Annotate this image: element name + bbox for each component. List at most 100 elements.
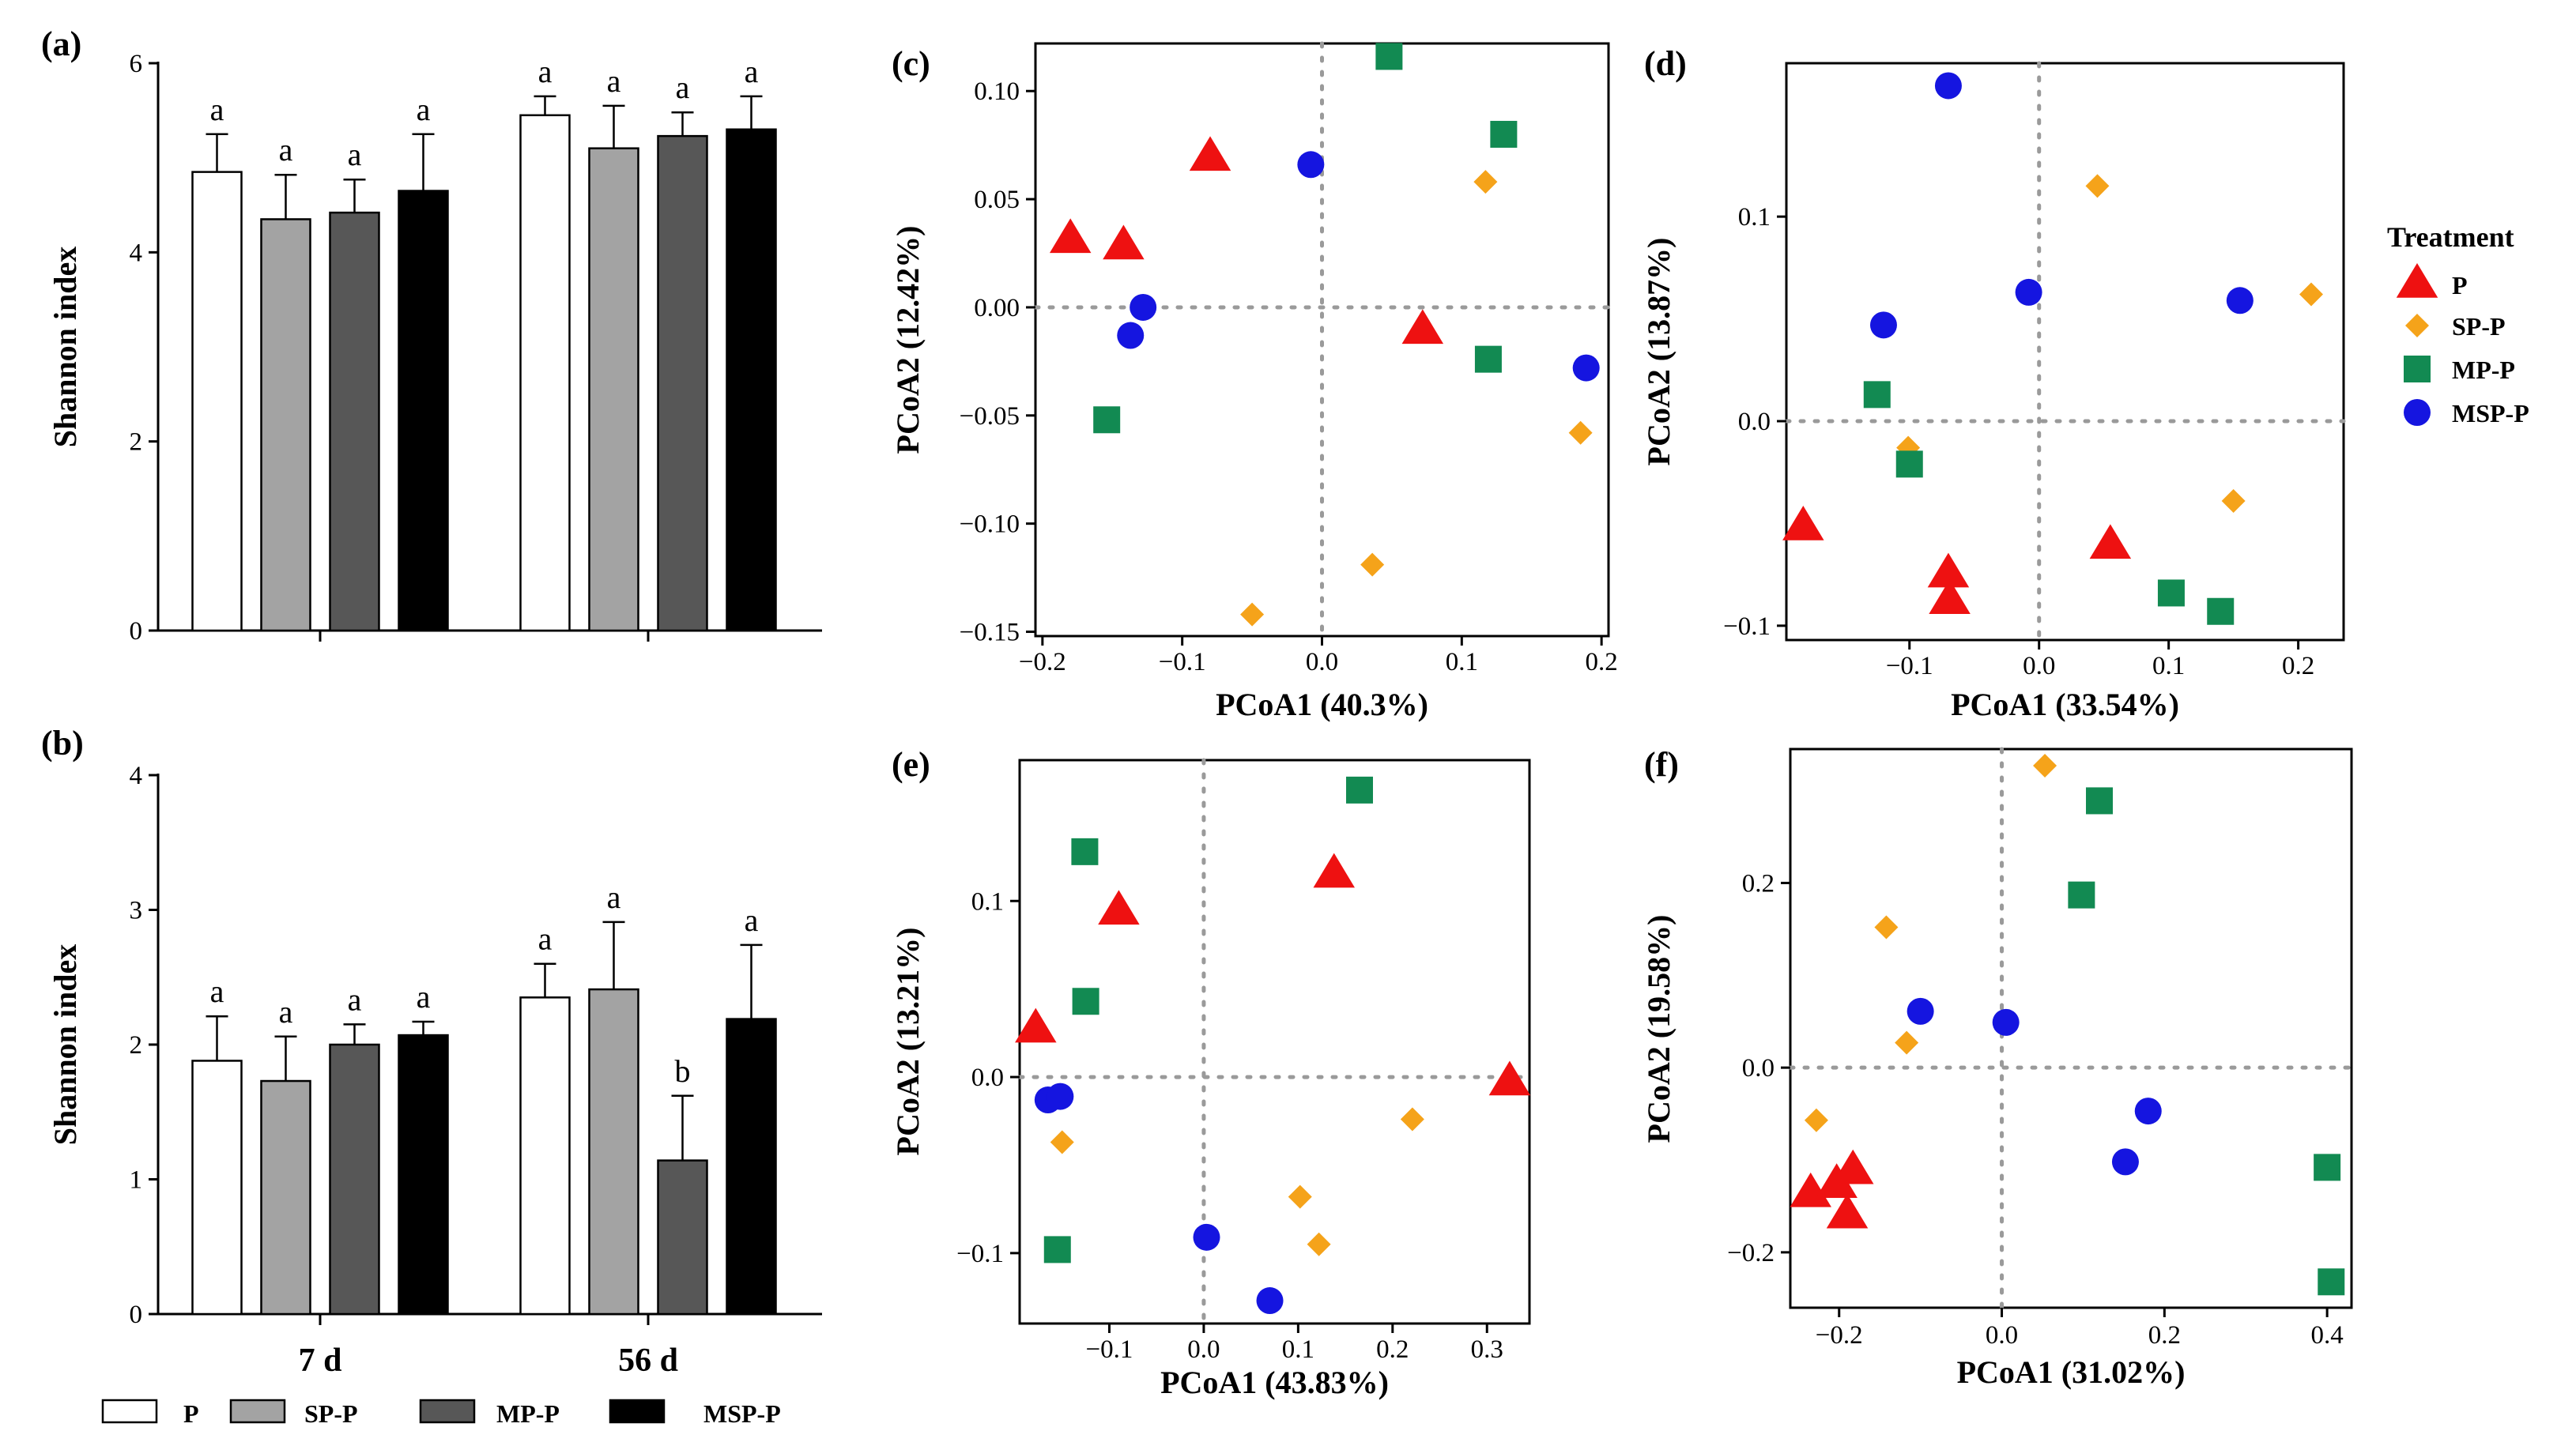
y-tick-label: 4 — [130, 762, 143, 790]
x-tick-label: 0.2 — [1586, 648, 1618, 676]
point-mp-p — [2314, 1154, 2341, 1181]
panel-c: (c) −0.2 −0.1 0.0 0.1 0.2 −0.15 −0.10 −0.05 0.00 0… — [890, 41, 1618, 722]
point-sp-p — [1360, 552, 1385, 577]
point-mp-p — [2207, 597, 2235, 625]
panel-f: (f) −0.2 0.0 0.2 0.4 −0.2 0.0 0.2 PCoA1 (31.02%)… — [1641, 745, 2354, 1390]
bar-p — [191, 171, 243, 632]
x-tick-label: −0.1 — [1886, 652, 1933, 680]
point-sp-p — [1568, 420, 1593, 445]
bar-mp-p — [329, 1043, 380, 1316]
point-p — [1103, 224, 1145, 260]
x-tick-label: 0.2 — [2148, 1321, 2181, 1350]
bar-mp-p — [657, 1159, 708, 1316]
significance-letter: a — [210, 973, 224, 1009]
point-msp-p — [1297, 151, 1325, 179]
bar-p — [519, 114, 571, 632]
bar-msp-p — [398, 190, 449, 632]
point-p — [1826, 1193, 1869, 1229]
significance-letter: a — [745, 54, 759, 89]
bar-sp-p — [588, 147, 639, 632]
bar-p — [519, 996, 571, 1316]
bar-p — [191, 1060, 243, 1316]
legend-swatch-sp-p — [229, 1399, 286, 1424]
y-tick-label: −0.15 — [960, 619, 1020, 647]
point-mp-p — [1490, 120, 1518, 148]
point-msp-p — [1992, 1008, 2020, 1036]
significance-letter: a — [210, 92, 224, 127]
x-tick-label: 0.1 — [1282, 1335, 1314, 1364]
x-axis-title: PCoA1 (33.54%) — [1951, 687, 2179, 722]
point-p — [1313, 853, 1355, 888]
bar-mp-p — [657, 134, 708, 632]
point-msp-p — [1117, 322, 1145, 349]
y-tick-label: 0 — [130, 1301, 143, 1329]
point-sp-p — [2299, 282, 2324, 307]
point-msp-p — [1047, 1083, 1074, 1110]
panel-b: (b) 0 1 2 3 4 7 d 56 d Shannon index a a a a a b a a — [41, 724, 822, 1379]
bar-msp-p — [726, 1018, 777, 1316]
point-msp-p — [1572, 354, 1600, 382]
y-tick-label: 0.00 — [974, 294, 1020, 322]
legend-label: P — [2452, 271, 2468, 299]
legend-label: SP-P — [304, 1399, 358, 1428]
point-msp-p — [1869, 311, 1897, 339]
y-tick-label: −0.1 — [956, 1240, 1004, 1268]
y-tick-label: −0.2 — [1727, 1239, 1775, 1267]
x-tick-label: 0.1 — [1446, 648, 1478, 676]
point-sp-p — [1240, 602, 1265, 627]
y-tick-label: 0.05 — [974, 186, 1020, 214]
point-sp-p — [2221, 488, 2246, 513]
panel-label-c: (c) — [892, 44, 930, 83]
significance-letter: a — [538, 921, 553, 957]
x-tick-label: 0.2 — [2282, 652, 2314, 680]
point-mp-p — [1863, 381, 1891, 409]
significance-letter: a — [348, 981, 362, 1017]
x-tick-label: 0.1 — [2152, 652, 2185, 680]
point-sp-p — [1874, 915, 1899, 940]
legend-label: P — [183, 1399, 199, 1428]
point-p — [1927, 552, 1970, 588]
plot-frame — [1789, 747, 2353, 1309]
point-p — [1831, 1149, 1874, 1184]
y-tick-label: 2 — [130, 428, 143, 457]
x-tick-label: 0.0 — [2023, 652, 2055, 680]
significance-letter: a — [607, 879, 621, 915]
point-mp-p — [2157, 579, 2185, 607]
point-p — [1929, 579, 1971, 614]
significance-letter: a — [279, 132, 293, 168]
x-tick-label: −0.2 — [1816, 1321, 1863, 1350]
plot-frame — [1785, 62, 2345, 642]
x-tick-label: 0.3 — [1471, 1335, 1503, 1364]
triangle-icon — [2396, 263, 2438, 298]
legend-label: MP-P — [2452, 356, 2515, 384]
significance-letter: a — [607, 63, 621, 99]
point-p — [2089, 524, 2132, 559]
point-p — [1401, 309, 1444, 345]
point-p — [1189, 136, 1231, 171]
y-tick-label: −0.10 — [960, 510, 1020, 539]
x-tick-label: 0.4 — [2311, 1321, 2344, 1350]
point-mp-p — [1043, 1236, 1071, 1263]
y-tick-label: 0.10 — [974, 77, 1020, 106]
panel-d: (d) −0.1 0.0 0.1 0.2 −0.1 0.0 0.1 PCoA1 (33.54%)… — [1641, 44, 2346, 722]
x-axis-title: PCoA1 (40.3%) — [1216, 687, 1428, 722]
legend-label: MP-P — [496, 1399, 560, 1428]
x-tick-label: −0.1 — [1086, 1335, 1133, 1364]
panel-label-e: (e) — [892, 745, 930, 784]
panel-label-f: (f) — [1644, 745, 1679, 784]
x-tick-label: 0.2 — [1376, 1335, 1409, 1364]
legend-swatch-p — [101, 1399, 158, 1424]
legend-label: MSP-P — [703, 1399, 781, 1428]
y-tick-label: 6 — [130, 50, 143, 78]
point-mp-p — [1093, 406, 1121, 434]
significance-letter: a — [417, 979, 431, 1015]
point-mp-p — [2086, 787, 2114, 815]
panel-label-a: (a) — [41, 24, 81, 63]
panel-label-d: (d) — [1644, 44, 1687, 83]
y-tick-label: 0.0 — [971, 1064, 1004, 1092]
legend-label: MSP-P — [2452, 399, 2529, 427]
point-mp-p — [2318, 1268, 2345, 1296]
point-sp-p — [1288, 1184, 1312, 1209]
